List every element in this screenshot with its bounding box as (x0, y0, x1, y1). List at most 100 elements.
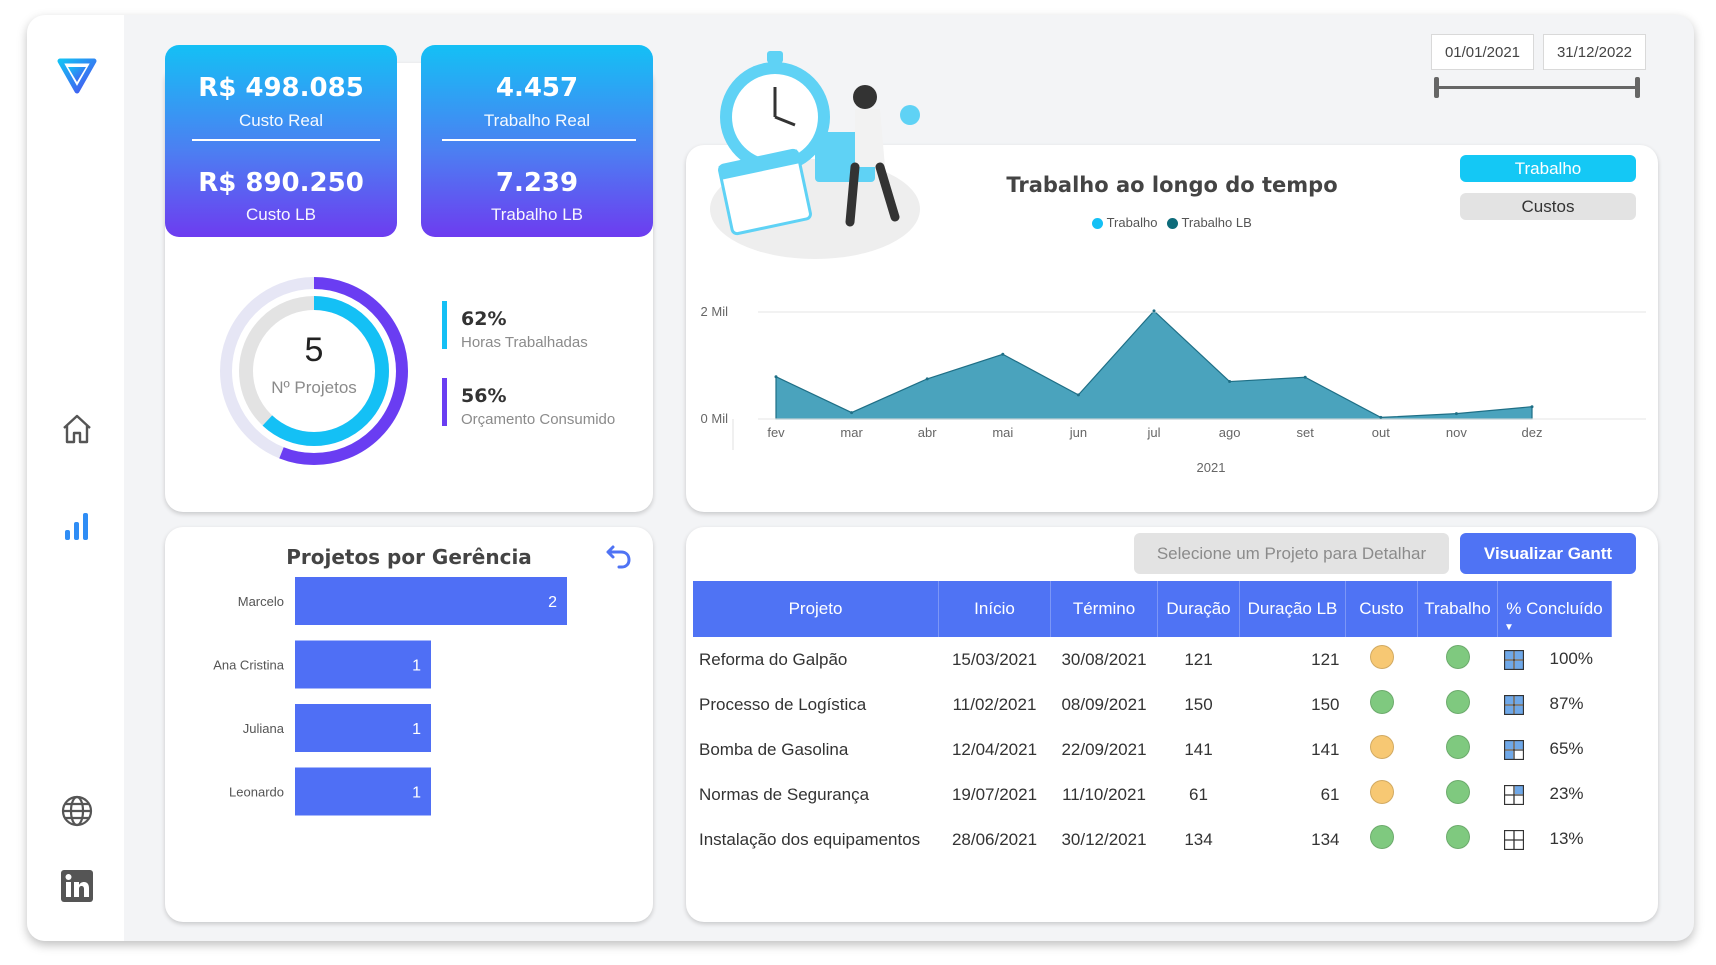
toggle-trabalho-button[interactable]: Trabalho (1460, 155, 1636, 182)
line-chart: 2 Mil 0 Mil 2021 fev mar abr mai jun jul ago se… (701, 304, 1646, 475)
horas-label: Horas Trabalhadas (461, 334, 588, 351)
dashboard-frame: R$ 498.085 Custo Real R$ 890.250 Custo L… (27, 15, 1694, 941)
bar-value-label: 1 (412, 721, 421, 738)
cell-projeto: Normas de Segurança (699, 784, 870, 804)
cell-trabalho (1418, 817, 1498, 862)
cell-projeto: Instalação dos equipamentos (699, 829, 921, 849)
trabalho-status-dot (1445, 780, 1470, 804)
concluido-value: 100% (1549, 649, 1593, 669)
header-projeto[interactable]: Projeto (693, 581, 939, 637)
legend-trabalho-lb-swatch (1167, 218, 1179, 230)
progress-grid-icon (1503, 784, 1524, 805)
cell-duracao-lb: 141 (1311, 739, 1340, 759)
progress-grid-icon (1503, 739, 1524, 760)
table-header-row: Projeto Início Término Duração Duração L… (693, 581, 1612, 637)
cell-duracao-lb: 61 (1320, 784, 1340, 804)
toggle-custos-button[interactable]: Custos (1460, 193, 1636, 220)
cell-projeto: Processo de Logística (699, 694, 867, 714)
cell-duracao: 61 (1189, 784, 1208, 804)
orcamento-marker (442, 378, 447, 426)
cell-termino: 22/09/2021 (1061, 739, 1147, 759)
trabalho-status-dot (1445, 645, 1470, 669)
header-concluido-label: % Concluído (1506, 599, 1603, 618)
line-chart-legend: Trabalho Trabalho LB (686, 215, 1658, 230)
header-inicio[interactable]: Início (938, 581, 1051, 637)
projects-ring-gauge (220, 277, 408, 465)
projects-label: Nº Projetos (271, 378, 357, 397)
trabalho-real-label: Trabalho Real (483, 111, 591, 130)
trabalho-status-dot (1445, 690, 1470, 714)
visualizar-gantt-button[interactable]: Visualizar Gantt (1460, 533, 1636, 574)
sort-desc-icon[interactable]: ▼ (1504, 622, 1514, 633)
linkedin-icon[interactable] (57, 866, 97, 906)
kpi-custo: R$ 498.085 Custo Real R$ 890.250 Custo L… (165, 45, 397, 237)
bar-chart-icon[interactable] (57, 505, 97, 545)
bar-ana-cristina[interactable] (295, 640, 431, 689)
date-slider-start-handle[interactable] (1434, 77, 1439, 98)
bar-category-label: Juliana (243, 721, 285, 736)
date-slider-end-handle[interactable] (1635, 77, 1640, 98)
header-duracao[interactable]: Duração (1157, 581, 1240, 637)
table-row[interactable]: Instalação dos equipamentos 28/06/2021 30/… (693, 817, 1612, 862)
cell-concluido: 87% (1498, 682, 1612, 727)
cell-trabalho (1418, 727, 1498, 772)
trabalho-status-dot (1445, 825, 1470, 849)
table-row[interactable]: Processo de Logística 11/02/2021 08/09/202… (693, 682, 1612, 727)
data-point-nov (1454, 412, 1458, 416)
legend-trabalho-swatch (1092, 218, 1104, 230)
cell-concluido: 13% (1498, 817, 1612, 862)
legend-trabalho-lb: Trabalho LB (1181, 215, 1252, 230)
header-concluido[interactable]: % Concluído ▼ (1497, 581, 1612, 637)
table-row[interactable]: Normas de Segurança 19/07/2021 11/10/2021 6… (693, 772, 1612, 817)
date-start-input[interactable]: 01/01/2021 (1431, 34, 1534, 70)
trabalho-real-value: 4.457 (495, 73, 579, 103)
x-tick-jul: jul (1146, 425, 1160, 440)
cell-concluido: 23% (1498, 772, 1612, 817)
bar-marcelo[interactable] (295, 577, 567, 625)
time-management-illustration (710, 51, 920, 259)
x-tick-out: out (1372, 425, 1390, 440)
cell-custo (1346, 682, 1418, 727)
table-row[interactable]: Bomba de Gasolina 12/04/2021 22/09/2021 141… (693, 727, 1612, 772)
v-logo-icon[interactable] (57, 55, 97, 95)
orcamento-value: 56% (461, 385, 507, 407)
home-icon[interactable] (57, 409, 97, 449)
table-row[interactable]: Reforma do Galpão 15/03/2021 30/08/2021 121… (693, 637, 1612, 682)
bar-value-label: 1 (412, 785, 421, 802)
bar-category-label: Leonardo (229, 785, 284, 800)
cell-inicio: 19/07/2021 (951, 784, 1038, 804)
project-select-dropdown[interactable]: Selecione um Projeto para Detalhar (1134, 533, 1449, 574)
undo-icon[interactable] (605, 543, 633, 576)
progress-grid-icon (1503, 694, 1524, 715)
header-custo[interactable]: Custo (1345, 581, 1418, 637)
kpi-divider (442, 139, 636, 141)
custo-lb-value: R$ 890.250 (198, 168, 364, 198)
projects-count: 5 (304, 331, 324, 369)
data-point-mar (850, 411, 854, 415)
cell-trabalho (1418, 772, 1498, 817)
data-point-abr (925, 377, 929, 381)
header-duracao-lb[interactable]: Duração LB (1239, 581, 1346, 637)
trabalho-lb-label: Trabalho LB (491, 205, 583, 224)
bar-juliana[interactable] (295, 704, 431, 752)
custo-status-dot (1369, 780, 1394, 804)
x-tick-jun: jun (1069, 425, 1087, 440)
x-tick-dez: dez (1522, 425, 1543, 440)
cell-projeto: Reforma do Galpão (699, 649, 848, 669)
custo-real-value: R$ 498.085 (198, 73, 364, 103)
cell-concluido: 100% (1498, 637, 1612, 682)
data-point-jun (1076, 393, 1080, 397)
custo-real-label: Custo Real (238, 111, 324, 130)
horas-value: 62% (461, 308, 507, 330)
date-end-input[interactable]: 31/12/2022 (1543, 34, 1646, 70)
concluido-value: 87% (1549, 694, 1584, 714)
line-chart-title: Trabalho ao longo do tempo (1006, 173, 1338, 197)
header-termino[interactable]: Término (1050, 581, 1158, 637)
cell-custo (1346, 817, 1418, 862)
globe-icon[interactable] (57, 791, 97, 831)
cell-duracao-lb: 150 (1311, 694, 1340, 714)
bar-leonardo[interactable] (295, 767, 431, 816)
date-range-slider-track (1437, 86, 1637, 89)
concluido-value: 13% (1549, 829, 1584, 849)
header-trabalho[interactable]: Trabalho (1417, 581, 1498, 637)
